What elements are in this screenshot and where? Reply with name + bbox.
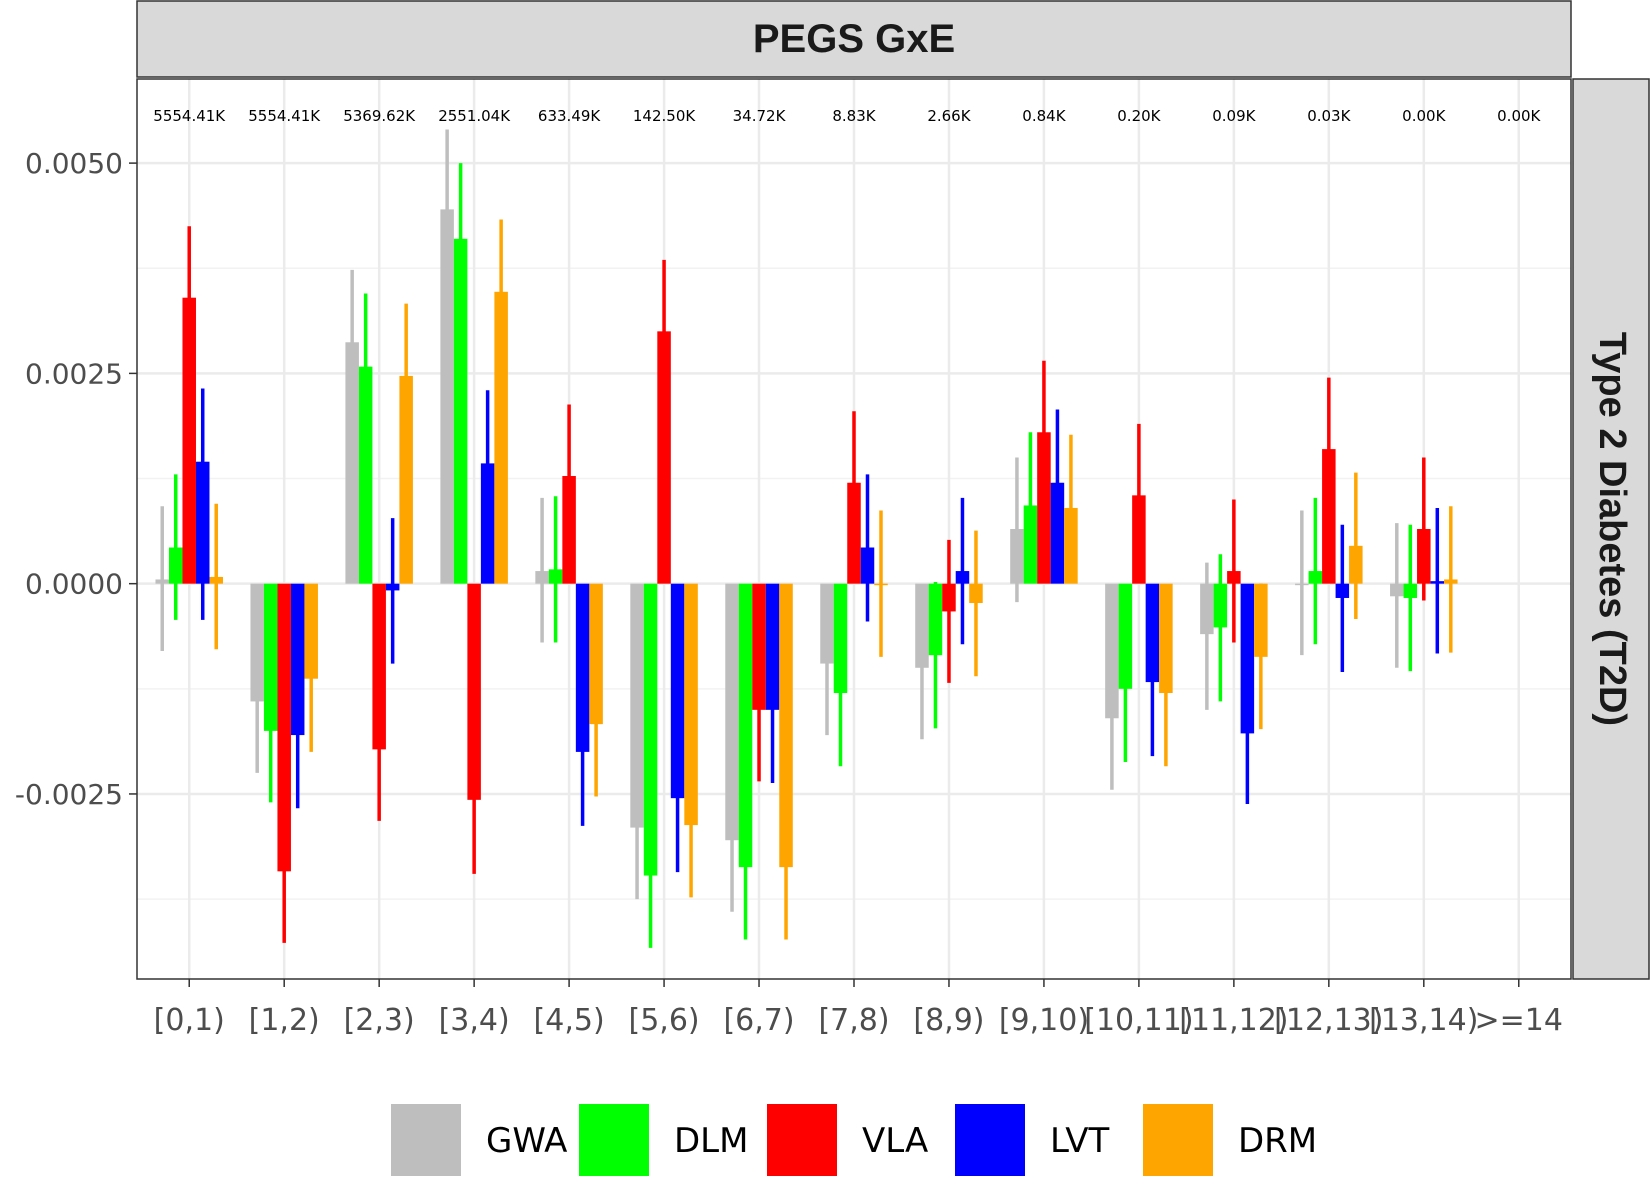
count-label: 5369.62K — [343, 107, 416, 125]
legend-key-gwa — [391, 1104, 461, 1176]
count-label: 0.20K — [1117, 107, 1161, 125]
y-tick-label: -0.0025 — [15, 778, 123, 811]
bar-gwa — [630, 583, 644, 828]
bar-lvt — [290, 583, 305, 736]
x-tick-label: [6,7) — [723, 1003, 794, 1038]
x-tick-label: [1,2) — [249, 1003, 320, 1038]
count-label: 2.66K — [927, 107, 971, 125]
bar-lvt — [575, 583, 590, 752]
count-label: 8.83K — [832, 107, 876, 125]
x-tick-label: [9,10) — [999, 1003, 1089, 1038]
count-label: 0.00K — [1402, 107, 1446, 125]
bar-drm — [684, 583, 698, 826]
x-tick-label: [0,1) — [154, 1003, 225, 1038]
bar-vla — [182, 297, 196, 584]
count-label: 34.72K — [733, 107, 787, 125]
legend-key-lvt — [955, 1104, 1025, 1176]
bar-gwa — [725, 583, 739, 841]
legend-label-vla: VLA — [862, 1121, 928, 1161]
bar-dlm — [738, 583, 753, 868]
chart-title: PEGS GxE — [753, 17, 955, 61]
facet-strip-top — [136, 0, 1572, 78]
axis-layer: -0.0025 0.0000 0.0025 0.0050 [0,1) [1,2) [2,3)… — [15, 147, 1563, 1038]
x-tick-label: [5,6) — [629, 1003, 700, 1038]
errorbar-layer — [160, 129, 1453, 948]
facet-strip-right — [1572, 78, 1650, 980]
bar-vla — [277, 583, 291, 872]
bar-drm — [399, 375, 413, 584]
count-label: 0.84K — [1022, 107, 1066, 125]
bar-vla — [372, 583, 386, 750]
x-tick-label: [13,14) — [1369, 1003, 1478, 1038]
x-tick-label: >=14 — [1475, 1003, 1563, 1038]
bar-lvt — [1240, 583, 1255, 734]
y-tick-label: 0.0025 — [25, 357, 123, 390]
bar-vla — [467, 583, 481, 800]
x-tick-label: [10,11) — [1084, 1003, 1193, 1038]
legend-label-gwa: GWA — [486, 1121, 567, 1161]
legend-key-vla — [767, 1104, 837, 1176]
count-labels: 5554.41K 5554.41K 5369.62K 2551.04K 633.49K 1… — [153, 107, 1541, 125]
x-tick-label: [2,3) — [344, 1003, 415, 1038]
bar-gwa — [440, 209, 454, 584]
count-label: 5554.41K — [248, 107, 321, 125]
bar-layer — [155, 209, 1458, 876]
legend: GWA DLM VLA LVT DRM — [391, 1104, 1317, 1176]
x-tick-label: [8,9) — [913, 1003, 984, 1038]
legend-key-dlm — [579, 1104, 649, 1176]
legend-key-drm — [1143, 1104, 1213, 1176]
legend-label-dlm: DLM — [674, 1121, 748, 1161]
bar-lvt — [670, 583, 685, 799]
legend-label-lvt: LVT — [1050, 1121, 1109, 1161]
count-label: 633.49K — [538, 107, 601, 125]
x-tick-label: [4,5) — [534, 1003, 605, 1038]
x-tick-label: [11,12) — [1179, 1003, 1288, 1038]
bar-drm — [494, 291, 508, 584]
count-label: 142.50K — [633, 107, 696, 125]
bar-dlm — [263, 583, 278, 731]
y-tick-label: 0.0000 — [25, 568, 123, 601]
x-tick-label: [3,4) — [439, 1003, 510, 1038]
bar-vla — [1037, 432, 1051, 584]
bar-dlm — [643, 583, 658, 876]
x-tick-label: [7,8) — [818, 1003, 889, 1038]
count-label: 0.09K — [1212, 107, 1256, 125]
bar-dlm — [358, 366, 373, 584]
count-label: 5554.41K — [153, 107, 226, 125]
bar-gwa — [345, 342, 359, 584]
y-tick-label: 0.0050 — [25, 147, 123, 180]
bar-drm — [779, 583, 793, 868]
legend-label-drm: DRM — [1238, 1121, 1317, 1161]
facet-label: Type 2 Diabetes (T2D) — [1591, 332, 1633, 726]
bar-dlm — [453, 238, 468, 584]
count-label: 2551.04K — [438, 107, 511, 125]
count-label: 0.00K — [1497, 107, 1541, 125]
x-tick-label: [12,13) — [1274, 1003, 1383, 1038]
count-label: 0.03K — [1307, 107, 1351, 125]
bar-vla — [657, 331, 671, 584]
